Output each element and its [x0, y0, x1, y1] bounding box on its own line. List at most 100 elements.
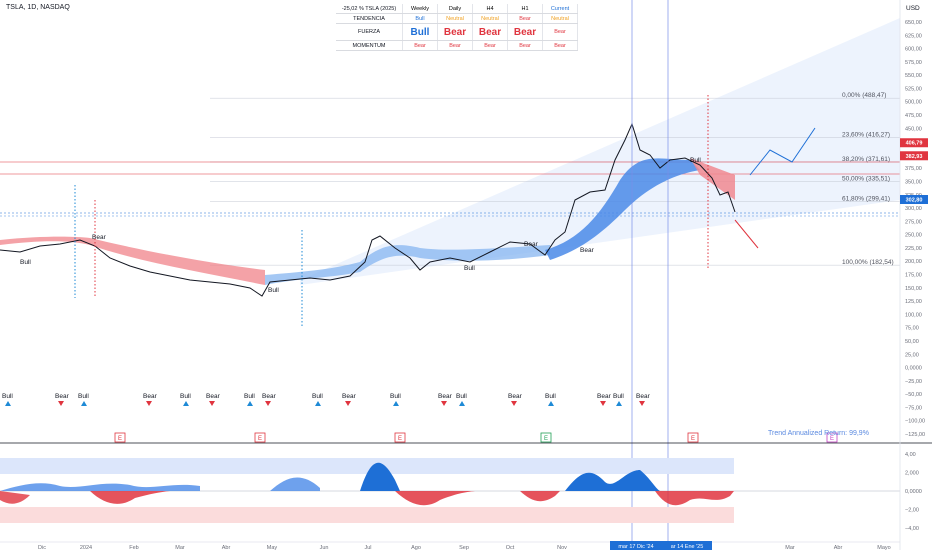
signal-down-icon: [441, 401, 447, 406]
signal-down-icon: [600, 401, 606, 406]
col-h4: H4: [472, 4, 508, 14]
cell-fuerza-current: Bear: [542, 23, 578, 41]
cell-fuerza-weekly: Bull: [410, 26, 430, 38]
earnings-marker: E: [398, 436, 402, 442]
price-badge: [900, 151, 928, 161]
earnings-icon[interactable]: [114, 432, 126, 443]
signal-row: Bull Bear Bull Bear Bull Bear Bull Bear Bull Bear…: [2, 393, 651, 406]
cell-momentum-daily: Bear: [437, 40, 473, 51]
earnings-icon[interactable]: [826, 432, 838, 443]
cursor-label-1-bg: [610, 541, 662, 550]
signal-down-icon: [639, 401, 645, 406]
chart-label: Bear: [92, 234, 107, 241]
earnings-icon[interactable]: [540, 432, 552, 443]
osc-pos-1: [0, 483, 200, 491]
signal-label: Bear: [206, 393, 221, 400]
row-label-tendencia: TENDENCIA: [336, 13, 403, 24]
bull-ribbon-2: [545, 158, 700, 260]
price-badge-label: 302,80: [906, 198, 923, 204]
chart-label: Bear: [524, 241, 539, 248]
time-tick: Jun: [320, 545, 329, 550]
cell-momentum-current: Bear: [542, 40, 578, 51]
signal-down-icon: [345, 401, 351, 406]
price-tick: 125,00: [905, 299, 922, 305]
price-tick: 450,00: [905, 126, 922, 132]
price-tick: 175,00: [905, 273, 922, 279]
time-tick: Jul: [364, 545, 371, 550]
cell-fuerza-h1: Bear: [513, 26, 537, 38]
fib-label: 0,00% (488,47): [842, 92, 886, 99]
price-tick: −100,00: [905, 419, 925, 425]
cell-fuerza-daily: Bear: [443, 26, 467, 38]
cell-fuerza-h4: Bear: [478, 26, 502, 38]
currency-label: USD: [906, 5, 920, 12]
chart-label: Bull: [464, 265, 475, 272]
osc-neg-1: [0, 491, 30, 504]
earnings-icon[interactable]: [687, 432, 699, 443]
time-tick: Abr: [834, 545, 843, 550]
price-tick: 300,00: [905, 206, 922, 212]
price-tick: 625,00: [905, 33, 922, 39]
earnings-marker: E: [258, 436, 262, 442]
signal-up-icon: [5, 401, 11, 406]
symbol-header[interactable]: TSLA, 1D, NASDAQ: [6, 4, 70, 11]
osc-axis: 4,00 2,000 0,0000 −2,00 −4,00: [905, 452, 922, 532]
price-series: [0, 122, 736, 297]
price-tick: 525,00: [905, 86, 922, 92]
signal-label: Bull: [78, 393, 89, 400]
osc-tick: 0,0000: [905, 489, 922, 495]
signal-label: Bear: [597, 393, 612, 400]
chart-label: Bear: [580, 247, 595, 254]
osc-band-upper: [0, 458, 734, 474]
fib-lines: 0,00% (488,47) 23,60% (416,27) 38,20% (371…: [210, 92, 900, 266]
time-tick: Nov: [557, 545, 567, 550]
price-badge: [900, 138, 928, 148]
price-tick: −50,00: [905, 392, 922, 398]
time-tick: Oct: [506, 545, 515, 550]
signal-up-icon: [459, 401, 465, 406]
time-tick: Mar: [175, 545, 185, 550]
osc-neg-4: [520, 491, 560, 502]
cell-tendencia-h1: Bear: [507, 13, 543, 24]
price-badge: [900, 195, 928, 205]
price-tick: 225,00: [905, 246, 922, 252]
row-label-momentum: MOMENTUM: [336, 40, 403, 51]
signal-label: Bull: [613, 393, 624, 400]
signal-label: Bear: [438, 393, 453, 400]
signal-down-icon: [146, 401, 152, 406]
row-label-fuerza: FUERZA: [336, 23, 403, 41]
cell-tendencia-current: Neutral: [542, 13, 578, 24]
price-tick: −125,00: [905, 432, 925, 438]
price-tick: 275,00: [905, 219, 922, 225]
cell-tendencia-h4: Neutral: [472, 13, 508, 24]
trend-channel: [300, 18, 900, 285]
signal-label: Bull: [390, 393, 401, 400]
time-tick: Mayo: [877, 545, 890, 550]
osc-pos-3: [360, 462, 400, 491]
chart-label: Bull: [268, 287, 279, 294]
signal-label: Bear: [508, 393, 523, 400]
earnings-icon[interactable]: [254, 432, 266, 443]
cursor-label-2-bg: [662, 541, 712, 550]
earnings-marker: E: [830, 436, 834, 442]
price-tick: −25,00: [905, 379, 922, 385]
cell-tendencia-daily: Neutral: [437, 13, 473, 24]
osc-pos-2: [270, 477, 320, 491]
signal-label: Bull: [180, 393, 191, 400]
price-axis: 650,00 625,00 600,00 575,00 550,00 525,00 500,…: [905, 20, 925, 438]
earnings-icon[interactable]: [394, 432, 406, 443]
fib-label: 38,20% (371,61): [842, 156, 890, 163]
osc-tick: −4,00: [905, 526, 919, 532]
signal-label: Bear: [342, 393, 357, 400]
signal-label: Bear: [143, 393, 158, 400]
cell-momentum-h1: Bear: [507, 40, 543, 51]
fib-label: 61,80% (299,41): [842, 195, 890, 202]
earnings-marker: E: [544, 436, 548, 442]
bull-projection-arrow: [749, 127, 816, 176]
time-tick: Mar: [785, 545, 795, 550]
signal-down-icon: [511, 401, 517, 406]
price-tick: 375,00: [905, 166, 922, 172]
chart-label: Bull: [20, 259, 31, 266]
